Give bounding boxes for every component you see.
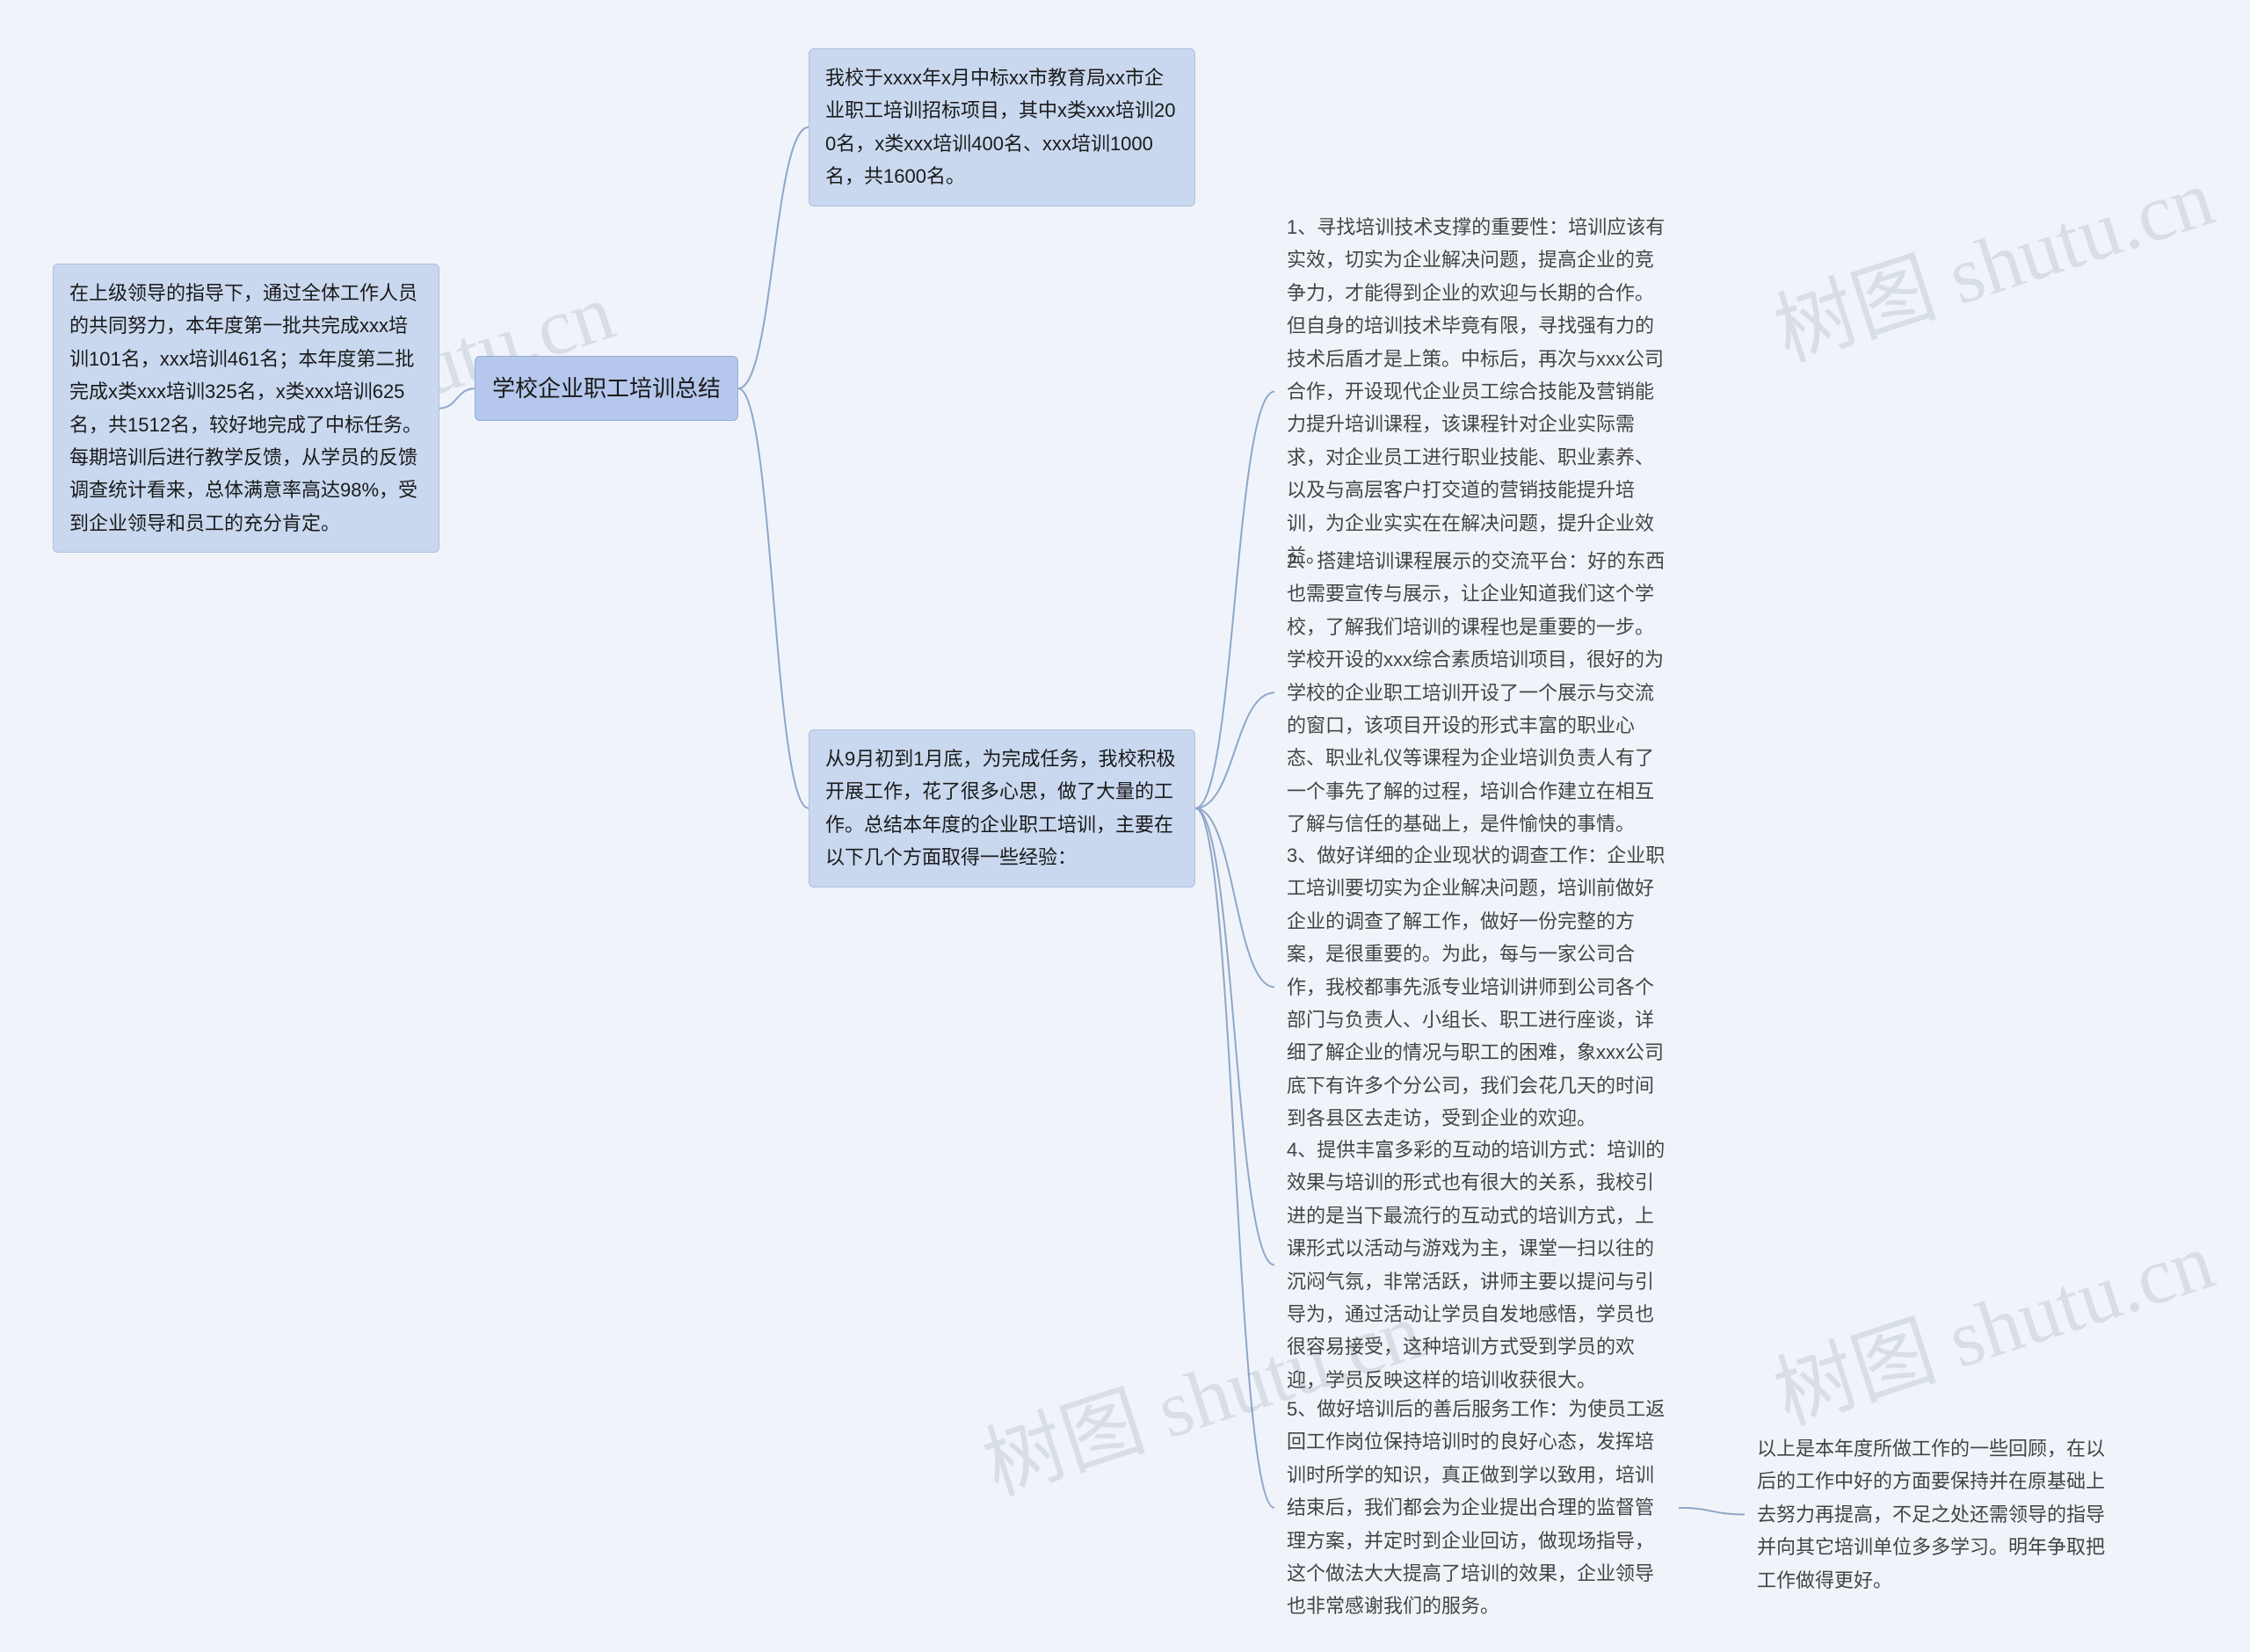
experience-point-2[interactable]: 2、搭建培训课程展示的交流平台：好的东西也需要宣传与展示，让企业知道我们这个学校… — [1274, 536, 1679, 850]
experience-intro-node[interactable]: 从9月初到1月底，为完成任务，我校积极开展工作，花了很多心思，做了大量的工作。总… — [809, 729, 1195, 888]
experience-point-1[interactable]: 1、寻找培训技术支撑的重要性：培训应该有实效，切实为企业解决问题，提高企业的竞争… — [1274, 202, 1679, 581]
watermark: 树图 shutu.cn — [1758, 132, 2225, 383]
experience-point-3[interactable]: 3、做好详细的企业现状的调查工作：企业职工培训要切实为企业解决问题，培训前做好企… — [1274, 830, 1679, 1144]
bid-info-node[interactable]: 我校于xxxx年x月中标xx市教育局xx市企业职工培训招标项目，其中x类xxx培… — [809, 48, 1195, 206]
watermark: 树图 shutu.cn — [1758, 1195, 2225, 1446]
experience-point-4[interactable]: 4、提供丰富多彩的互动的培训方式：培训的效果与培训的形式也有很大的关系，我校引进… — [1274, 1125, 1679, 1405]
conclusion-node[interactable]: 以上是本年度所做工作的一些回顾，在以后的工作中好的方面要保持并在原基础上去努力再… — [1745, 1424, 2131, 1605]
mindmap-root[interactable]: 学校企业职工培训总结 — [475, 356, 738, 421]
experience-point-5[interactable]: 5、做好培训后的善后服务工作：为使员工返回工作岗位保持培训时的良好心态，发挥培训… — [1274, 1384, 1679, 1632]
summary-left-node[interactable]: 在上级领导的指导下，通过全体工作人员的共同努力，本年度第一批共完成xxx培训10… — [53, 264, 439, 553]
